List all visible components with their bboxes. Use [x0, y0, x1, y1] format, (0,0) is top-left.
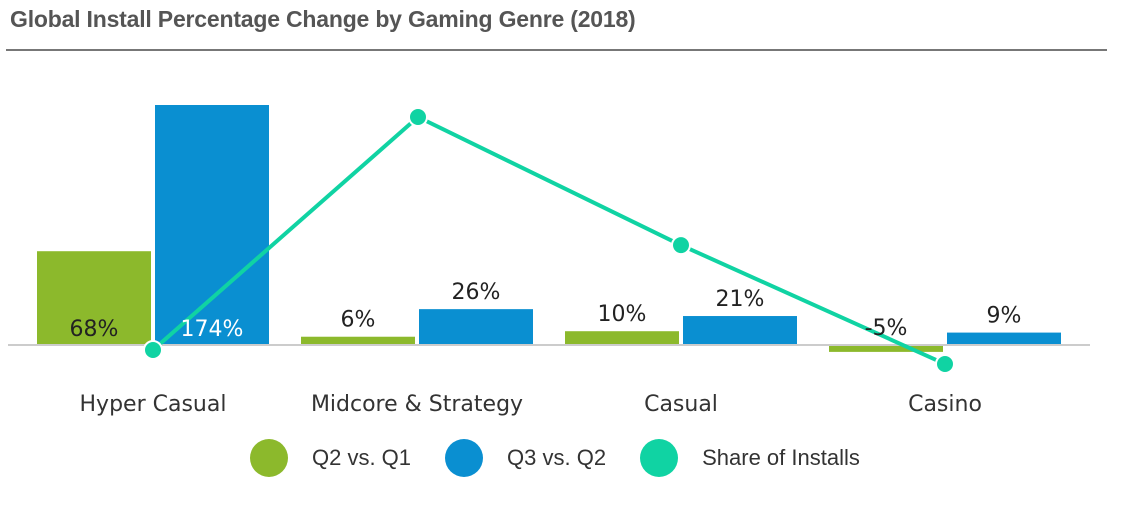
- point-share-of-installs-hyper-casual: [143, 340, 163, 360]
- bar-q2-vs-q1-casino: [829, 345, 943, 352]
- legend-label-q3: Q3 vs. Q2: [507, 445, 607, 470]
- legend: Q2 vs. Q1 Q3 vs. Q2 Share of Installs: [250, 438, 894, 478]
- legend-swatch-q2: [250, 439, 288, 477]
- point-share-of-installs-casual: [671, 235, 691, 256]
- legend-swatch-q3: [445, 439, 484, 477]
- category-label-casino: Casino: [908, 392, 982, 417]
- legend-label-share: Share of Installs: [702, 445, 860, 470]
- data-label-q3-vs-q2-hyper-casual: 174%: [181, 317, 244, 342]
- bar-q2-vs-q1-casual: [565, 331, 679, 345]
- legend-item-q2: Q2 vs. Q1: [250, 439, 411, 477]
- category-label-casual: Casual: [644, 392, 718, 417]
- legend-swatch-share: [640, 439, 679, 477]
- point-share-of-installs-casino: [935, 353, 955, 374]
- category-label-midcore-strategy: Midcore & Strategy: [311, 392, 523, 417]
- data-label-q2-vs-q1-casual: 10%: [598, 302, 647, 327]
- title-divider: [6, 49, 1107, 51]
- data-label-q3-vs-q2-midcore-strategy: 26%: [452, 280, 501, 305]
- bar-q2-vs-q1-hyper-casual: [37, 251, 151, 345]
- line-share-of-installs: [151, 115, 946, 366]
- bar-q3-vs-q2-casual: [683, 316, 797, 345]
- legend-label-q2: Q2 vs. Q1: [312, 445, 412, 470]
- bar-q3-vs-q2-hyper-casual: [155, 105, 269, 345]
- bar-q2-vs-q1-midcore-strategy: [301, 336, 415, 345]
- data-label-q2-vs-q1-casino: -5%: [865, 316, 908, 341]
- labels-layer: 68% 174% Hyper Casual 6% 26% Midcore & Strate…: [70, 280, 1022, 417]
- category-label-hyper-casual: Hyper Casual: [80, 392, 227, 417]
- bars-layer: [37, 105, 1061, 352]
- line-layer: [143, 107, 955, 374]
- data-label-q3-vs-q2-casino: 9%: [987, 304, 1022, 329]
- point-share-of-installs-midcore-strategy: [408, 107, 428, 127]
- bar-q3-vs-q2-casino: [947, 332, 1061, 345]
- data-label-q3-vs-q2-casual: 21%: [716, 287, 765, 312]
- bar-q3-vs-q2-midcore-strategy: [419, 309, 533, 345]
- legend-item-q3: Q3 vs. Q2: [445, 439, 606, 477]
- chart-title: Global Install Percentage Change by Gami…: [10, 6, 636, 32]
- legend-item-share: Share of Installs: [640, 439, 860, 477]
- data-label-q2-vs-q1-midcore-strategy: 6%: [341, 308, 376, 333]
- data-label-q2-vs-q1-hyper-casual: 68%: [70, 317, 119, 342]
